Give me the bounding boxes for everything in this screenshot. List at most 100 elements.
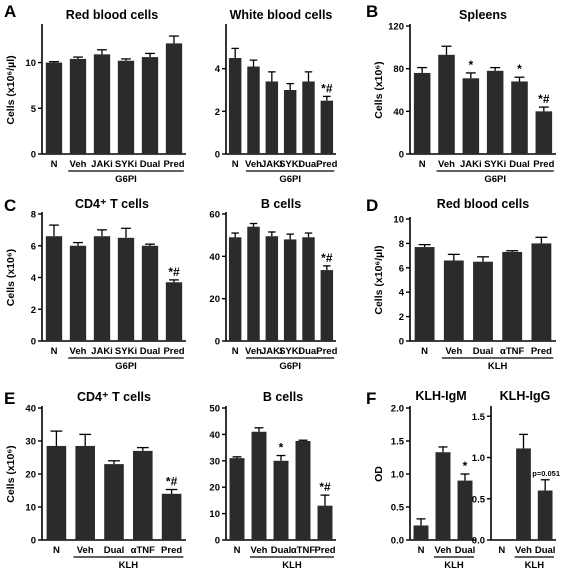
chart-title: Red blood cells xyxy=(66,8,158,22)
bar-tnf xyxy=(295,441,311,540)
significance-marker: *# xyxy=(321,81,333,95)
y-tick-label: 8 xyxy=(31,210,36,221)
chart-a1: Red blood cells 0 5 10 Cells (x10⁶/µl) N Veh JA… xyxy=(5,8,186,185)
bar-dual xyxy=(537,490,553,540)
bar-syki xyxy=(117,60,135,154)
bar-n xyxy=(229,458,245,540)
y-tick-label: 30 xyxy=(209,456,220,467)
group-label: KLH xyxy=(444,560,464,571)
panel-label-e: E xyxy=(4,389,15,408)
y-tick-label: 10 xyxy=(25,503,36,514)
y-tick-label: 2 xyxy=(31,305,36,316)
significance-marker: *# xyxy=(321,251,333,265)
y-tick-label: 50 xyxy=(209,404,220,415)
significance-marker: * xyxy=(463,459,468,473)
chart-b1: Spleens 0 40 80 120 Cells (x10⁶) N Veh * JAKi SYKi… xyxy=(373,8,556,185)
y-tick-label: 4 xyxy=(31,273,37,284)
panel-label-a: A xyxy=(4,2,16,21)
bar-dual xyxy=(473,261,493,341)
y-axis-label: Cells (x10⁶) xyxy=(373,61,385,118)
y-tick-label: 0 xyxy=(31,536,36,547)
significance-marker: * xyxy=(279,441,284,455)
bar-veh xyxy=(443,260,464,341)
y-tick-label: 1.0 xyxy=(391,470,404,481)
y-tick-label: 0.0 xyxy=(472,536,485,547)
y-tick-label: 60 xyxy=(209,210,220,221)
category-label-dual: Dual xyxy=(473,346,494,357)
category-label-n: N xyxy=(418,545,425,556)
category-label-veh: Veh xyxy=(438,159,455,170)
bar-jaki xyxy=(93,236,111,341)
bar-jaki xyxy=(93,54,111,154)
category-label-syki: SYKi xyxy=(115,159,137,170)
bar-dual xyxy=(457,480,473,540)
category-label-veh: Veh xyxy=(251,545,268,556)
category-label-veh: Veh xyxy=(435,545,452,556)
significance-marker: * xyxy=(468,58,473,72)
bar-pred xyxy=(320,270,334,341)
y-tick-label: 40 xyxy=(393,107,404,118)
y-tick-label: 10 xyxy=(25,58,36,69)
y-axis-label: Cells (x10⁶) xyxy=(5,249,17,306)
panel-label-f: F xyxy=(366,389,376,408)
category-label-dual: Dual xyxy=(140,346,161,357)
bar-veh xyxy=(69,245,87,341)
y-tick-label: 1.5 xyxy=(391,437,405,448)
y-axis-label: Cells (x10⁶/µl) xyxy=(5,55,17,124)
y-tick-label: 0.5 xyxy=(391,503,405,514)
category-label-dual: Dual xyxy=(535,545,556,556)
bar-pred xyxy=(317,505,333,540)
y-tick-label: 0 xyxy=(215,536,220,547)
y-tick-label: 80 xyxy=(393,64,404,75)
group-label: KLH xyxy=(119,560,139,571)
category-label-dual: Dual xyxy=(298,159,319,170)
category-label-n: N xyxy=(53,545,60,556)
bar-veh xyxy=(247,66,260,154)
y-tick-label: 120 xyxy=(388,22,404,33)
bar-dual xyxy=(511,81,528,154)
category-label-tnf: αTNF xyxy=(291,545,316,556)
bar-dual xyxy=(302,81,315,154)
bar-tnf xyxy=(502,251,523,341)
category-label-pred: Pred xyxy=(163,346,184,357)
y-tick-label: 0 xyxy=(31,150,36,161)
significance-marker: *# xyxy=(166,475,178,489)
category-label-veh: Veh xyxy=(245,346,262,357)
y-tick-label: 4 xyxy=(215,64,221,75)
y-axis-label: Cells (x10⁶/µl) xyxy=(373,245,385,314)
group-label: KLH xyxy=(525,560,545,571)
y-tick-label: 0.5 xyxy=(472,494,486,505)
bar-dual xyxy=(104,464,124,540)
bar-pred xyxy=(535,111,553,154)
panel-label-b: B xyxy=(366,2,378,21)
category-label-veh: Veh xyxy=(70,159,87,170)
p-value-annotation: p=0.051 xyxy=(532,469,560,478)
y-tick-label: 40 xyxy=(209,430,220,441)
y-tick-label: 5 xyxy=(31,104,37,115)
bar-n xyxy=(413,72,431,154)
y-tick-label: 40 xyxy=(209,252,220,263)
panel-label-c: C xyxy=(4,196,16,215)
bar-n xyxy=(228,58,242,154)
y-tick-label: 6 xyxy=(31,241,36,252)
chart-title: B cells xyxy=(261,197,301,211)
category-label-dual: Dual xyxy=(509,159,530,170)
bar-veh xyxy=(516,448,531,540)
category-label-pred: Pred xyxy=(314,545,335,556)
category-label-veh: Veh xyxy=(70,346,87,357)
chart-title: KLH-IgG xyxy=(500,389,551,403)
y-tick-label: 4 xyxy=(399,288,405,299)
chart-title: CD4⁺ T cells xyxy=(77,390,151,404)
group-label: KLH xyxy=(282,560,302,571)
group-label: G6PI xyxy=(279,174,301,185)
y-tick-label: 0 xyxy=(215,337,220,348)
category-label-jaki: JAKi xyxy=(91,346,113,357)
bar-dual xyxy=(273,460,289,540)
y-tick-label: 0 xyxy=(215,150,220,161)
category-label-dual: Dual xyxy=(455,545,476,556)
y-tick-label: 8 xyxy=(399,239,404,250)
bar-syki xyxy=(283,239,297,341)
chart-e1: CD4⁺ T cells 0 10 20 30 40 Cells (x10⁶) N Veh Dua… xyxy=(5,390,186,571)
